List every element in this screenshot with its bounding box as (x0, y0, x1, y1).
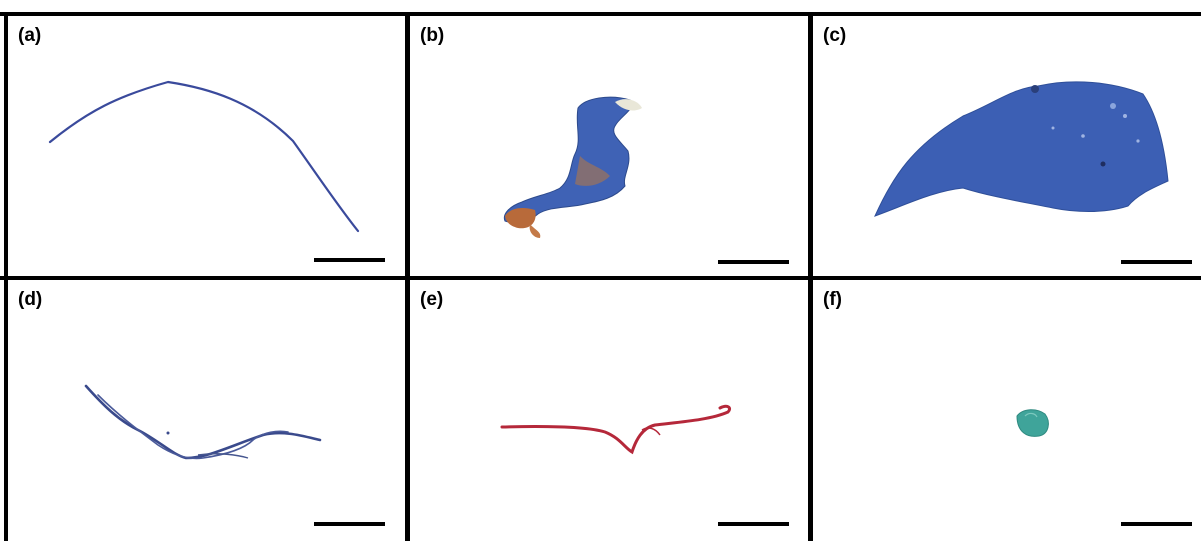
panel-label-f: (f) (823, 289, 842, 310)
panel-label-e: (e) (420, 289, 444, 310)
panel-d: (d) (8, 280, 405, 541)
green-particle-image (1016, 409, 1049, 437)
scale-bar-a (314, 258, 385, 262)
panel-f: (f) (813, 280, 1201, 541)
panel-e: (e) (410, 280, 808, 541)
panel-label-a: (a) (18, 25, 42, 46)
panel-label-b: (b) (420, 25, 445, 46)
frame-col-divider-1 (405, 12, 410, 541)
red-fiber-image (500, 404, 732, 455)
panel-label-d: (d) (18, 289, 43, 310)
scale-bar-e (718, 522, 789, 526)
panel-label-c: (c) (823, 25, 847, 46)
blue-orange-fragment-image (503, 96, 642, 238)
scale-bar-b (718, 260, 789, 264)
panel-c: (c) (813, 16, 1201, 276)
blue-fiber-image (48, 80, 360, 233)
frame-top (0, 12, 1201, 16)
panel-b: (b) (410, 16, 808, 276)
scale-bar-f (1121, 522, 1192, 526)
blue-film-image (874, 81, 1169, 217)
scale-bar-c (1121, 260, 1192, 264)
blue-fiber-bundle-image (84, 384, 322, 460)
frame-col-divider-2 (808, 12, 813, 541)
panel-a: (a) (8, 16, 405, 276)
frame-middle-row-divider (0, 276, 1201, 280)
scale-bar-d (314, 522, 385, 526)
